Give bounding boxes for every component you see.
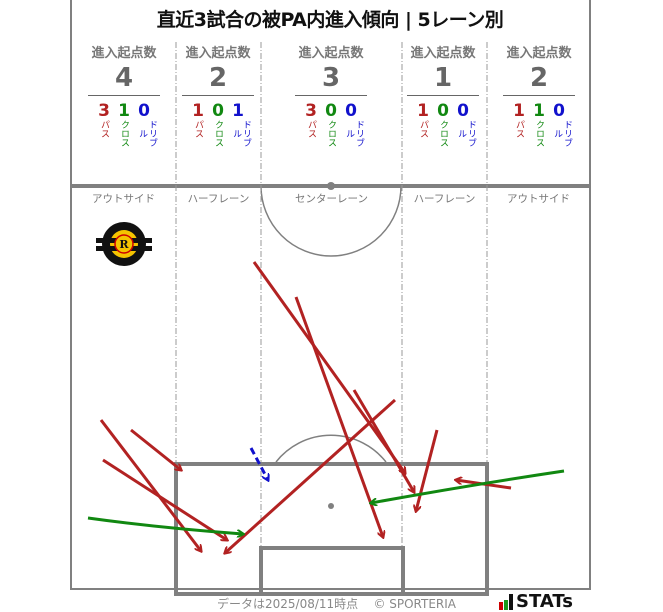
cross-arrows <box>87 469 565 534</box>
lane-summary-halfspace-right: 進入起点数 1 1 パス 0 クロス 0 ドリブル <box>407 42 479 147</box>
lane-name: アウトサイド <box>92 193 155 205</box>
stats-logo: STATs <box>499 591 573 612</box>
lane-header: 進入起点数 <box>185 46 251 61</box>
dribble-count: 0 <box>138 101 150 121</box>
team-logo: R <box>96 222 152 266</box>
pass-arrow <box>102 458 227 540</box>
cross-label: クロス <box>213 120 223 147</box>
pass-arrow <box>130 428 181 470</box>
lane-summary-halfspace-left: 進入起点数 2 1 パス 0 クロス 1 ドリブル <box>182 42 254 147</box>
dribble-count: 1 <box>232 101 244 121</box>
pass-count: 1 <box>417 101 429 121</box>
dribble-label: ドリブル <box>137 120 157 147</box>
penalty-area <box>174 462 489 596</box>
cross-arrow <box>87 516 243 534</box>
stats-brand: STATs <box>516 591 573 612</box>
dribble-label: ドリブル <box>456 120 476 147</box>
lane-name: ハーフレーン <box>187 193 250 205</box>
lane-total: 1 <box>433 63 453 93</box>
lane-header: 進入起点数 <box>298 46 364 61</box>
lane-name: ハーフレーン <box>413 193 476 205</box>
pass-count: 3 <box>305 101 317 121</box>
lane-summary-outside-right: 進入起点数 2 1 パス 1 クロス 0 ドリブル <box>503 42 575 147</box>
lane-total: 2 <box>208 63 228 93</box>
pass-count: 1 <box>192 101 204 121</box>
cross-count: 1 <box>118 101 130 121</box>
lane-header: 進入起点数 <box>91 46 157 61</box>
pass-label: パス <box>306 120 316 138</box>
dribble-label: ドリブル <box>344 120 364 147</box>
cross-count: 0 <box>437 101 449 121</box>
pass-arrow <box>252 261 405 473</box>
divider <box>295 95 367 96</box>
pass-count: 1 <box>513 101 525 121</box>
lane-total: 4 <box>114 63 134 93</box>
divider <box>407 95 479 96</box>
pass-label: パス <box>418 120 428 138</box>
cross-label: クロス <box>534 120 544 147</box>
dribble-label: ドリブル <box>231 120 251 147</box>
dribble-arrow <box>249 447 268 480</box>
lane-summary-center: 進入起点数 3 3 パス 0 クロス 0 ドリブル <box>295 42 367 147</box>
dribble-count: 0 <box>553 101 565 121</box>
lane-name: センターレーン <box>295 193 368 205</box>
cross-label: クロス <box>438 120 448 147</box>
pass-label: パス <box>193 120 203 138</box>
lane-total: 3 <box>321 63 341 93</box>
pass-arrow <box>416 429 439 511</box>
pass-arrow <box>225 398 397 553</box>
data-date: データは2025/08/11時点 <box>217 597 359 611</box>
lane-name: アウトサイド <box>507 193 570 205</box>
dribble-label: ドリブル <box>552 120 572 147</box>
cross-arrow <box>371 469 565 503</box>
cross-label: クロス <box>119 120 129 147</box>
goal-area <box>259 546 405 596</box>
copyright: © SPORTERIA <box>373 597 457 611</box>
stats-logo-icon <box>499 593 513 610</box>
center-circle <box>260 185 402 257</box>
divider <box>503 95 575 96</box>
center-spot <box>327 182 335 190</box>
lane-summary-outside-left: 進入起点数 4 3 パス 1 クロス 0 ドリブル <box>88 42 160 147</box>
pass-count: 3 <box>98 101 110 121</box>
cross-count: 0 <box>325 101 337 121</box>
lane-total: 2 <box>529 63 549 93</box>
page-title: 直近3試合の被PA内進入傾向 | 5レーン別 <box>156 9 504 31</box>
pass-label: パス <box>514 120 524 138</box>
divider <box>88 95 160 96</box>
penalty-arc <box>275 434 387 463</box>
lane-header: 進入起点数 <box>506 46 572 61</box>
penalty-spot <box>328 503 334 509</box>
svg-text:R: R <box>119 238 129 251</box>
dribble-count: 0 <box>457 101 469 121</box>
dribble-count: 0 <box>345 101 357 121</box>
pass-label: パス <box>99 120 109 138</box>
cross-count: 1 <box>533 101 545 121</box>
pass-arrows <box>99 261 512 553</box>
pass-arrow <box>352 389 414 492</box>
pass-arrow <box>294 296 383 537</box>
footer: データは2025/08/11時点 © SPORTERIA <box>217 595 456 612</box>
cross-label: クロス <box>326 120 336 147</box>
pass-arrow <box>99 419 201 551</box>
lane-header: 進入起点数 <box>410 46 476 61</box>
divider <box>182 95 254 96</box>
cross-count: 0 <box>212 101 224 121</box>
